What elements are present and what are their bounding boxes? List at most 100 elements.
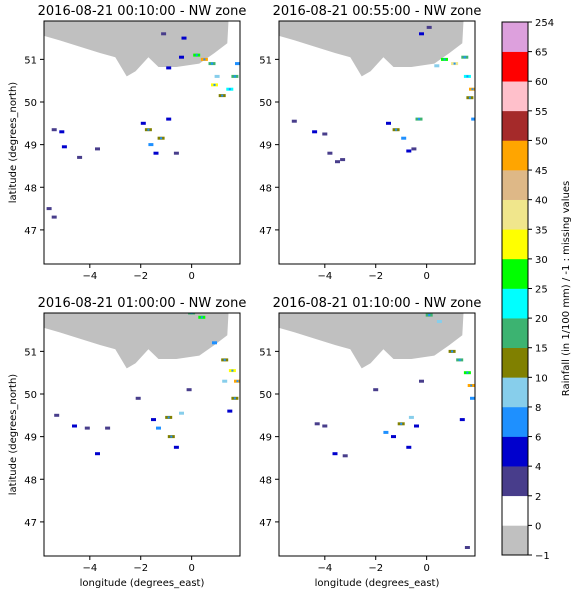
rain-cell-core (231, 369, 234, 372)
rain-cell (408, 415, 414, 419)
colorbar-tick-label: 6 (535, 433, 541, 444)
rain-cell (140, 121, 146, 125)
colorbar-tick-label: 15 (535, 344, 548, 355)
rain-cell (72, 424, 77, 428)
x-tick-label: −4 (317, 563, 332, 574)
rain-cell (335, 160, 340, 164)
rain-cell-core (453, 62, 456, 65)
panel-plot-area (279, 21, 475, 164)
colorbar-segment (502, 436, 528, 467)
rain-cell-core (160, 137, 163, 140)
rain-cell (419, 32, 424, 36)
panel-title: 2016-08-21 00:55:00 - NW zone (273, 4, 482, 19)
rain-cell (332, 452, 338, 456)
panel-1: −4 −2 0 47 48 49 50 51 2016-08-21 00:10:00 - NW … (8, 4, 246, 282)
y-tick-label: 50 (24, 98, 37, 109)
panel-title: 2016-08-21 01:10:00 - NW zone (273, 296, 482, 311)
rain-cell (436, 320, 442, 323)
rain-cell (214, 74, 220, 78)
colorbar-segment (502, 140, 528, 171)
rain-cell-core (428, 314, 431, 317)
colorbar-segment (502, 199, 528, 230)
panel-plot-area (44, 21, 240, 219)
y-tick-label: 49 (24, 141, 37, 152)
rain-cell (406, 149, 412, 153)
rain-cell (105, 426, 111, 430)
colorbar-segment (502, 495, 528, 526)
rain-cell (411, 147, 417, 151)
rain-cell-core (170, 435, 173, 438)
rain-cell-core (466, 371, 469, 374)
rain-cell (235, 62, 240, 66)
rain-cell-core (400, 422, 403, 425)
missing-region (279, 313, 464, 369)
axes-frame (43, 312, 241, 557)
y-tick-label: 50 (259, 390, 272, 401)
panels: −4 −2 0 47 48 49 50 51 2016-08-21 00:10:00 - NW … (8, 4, 481, 589)
axes-frame (278, 312, 476, 557)
colorbar: −1 0 2 4 6 8 10 15 20 25 30 35 40 45 50 55 60 65 254 Rainfa… (501, 18, 572, 562)
colorbar-segment (502, 229, 528, 260)
y-tick-label: 50 (259, 98, 272, 109)
rain-cell (61, 145, 67, 149)
colorbar-tick-label: 35 (535, 225, 548, 236)
rain-cell-core (451, 350, 454, 353)
colorbar-tick-label: 2 (535, 492, 541, 503)
colorbar-segment (502, 318, 528, 349)
rain-cell (181, 36, 187, 40)
axes-frame (278, 20, 476, 265)
rain-cell (161, 32, 167, 36)
rain-cell (342, 454, 348, 458)
rain-cell-core (223, 358, 226, 361)
rain-cell-core (211, 62, 213, 65)
x-tick-label: −2 (368, 563, 383, 574)
rain-cell-core (221, 94, 224, 97)
rain-cell-core (233, 397, 236, 400)
rain-cell (51, 128, 57, 132)
rain-cell-core (395, 128, 398, 131)
y-tick-label: 51 (24, 347, 37, 358)
rain-cell-core (147, 128, 150, 131)
y-tick-label: 48 (24, 183, 37, 194)
colorbar-label: Rainfall (in 1/100 mm) / -1 : missing va… (561, 181, 572, 396)
rain-cell (151, 418, 156, 422)
rain-cell (373, 388, 379, 392)
colorbar-tick-label: 50 (535, 136, 548, 147)
rain-cell (77, 155, 83, 159)
rain-cell (391, 435, 396, 439)
panel-3: −4 −2 0 47 48 49 50 51 2016-08-21 01:00:00 - NW … (8, 296, 246, 589)
y-tick-label: 49 (259, 141, 272, 152)
rain-cell (46, 207, 52, 211)
panel-title: 2016-08-21 01:00:00 - NW zone (38, 296, 247, 311)
colorbar-segment (502, 406, 528, 437)
colorbar-tick-label: 55 (535, 107, 548, 118)
rain-cell-core (236, 380, 239, 383)
y-tick-label: 51 (259, 347, 272, 358)
rain-cell-core (463, 56, 466, 59)
rain-cell (179, 411, 184, 415)
rain-cell (95, 452, 100, 456)
x-tick-label: 0 (188, 271, 194, 282)
rain-cell-core (228, 88, 231, 91)
missing-region (44, 21, 229, 77)
rain-cell (340, 158, 346, 162)
x-tick-label: 0 (423, 271, 429, 282)
rain-cell (59, 130, 65, 134)
rain-cell (386, 121, 391, 125)
x-tick-label: −2 (368, 271, 383, 282)
x-axis-label: longitude (degrees_east) (80, 578, 205, 589)
rain-cell (470, 396, 475, 400)
colorbar-segment (502, 466, 528, 497)
colorbar-segment (502, 377, 528, 408)
rain-cell-core (195, 54, 198, 57)
rain-cell-core (470, 384, 473, 387)
rain-cell (383, 430, 389, 434)
colorbar-segment (502, 347, 528, 378)
y-tick-label: 48 (24, 475, 37, 486)
rain-cell (173, 151, 179, 155)
y-tick-label: 50 (24, 390, 37, 401)
colorbar-segment (502, 258, 528, 289)
rain-cell (419, 379, 424, 383)
y-tick-label: 48 (259, 183, 272, 194)
